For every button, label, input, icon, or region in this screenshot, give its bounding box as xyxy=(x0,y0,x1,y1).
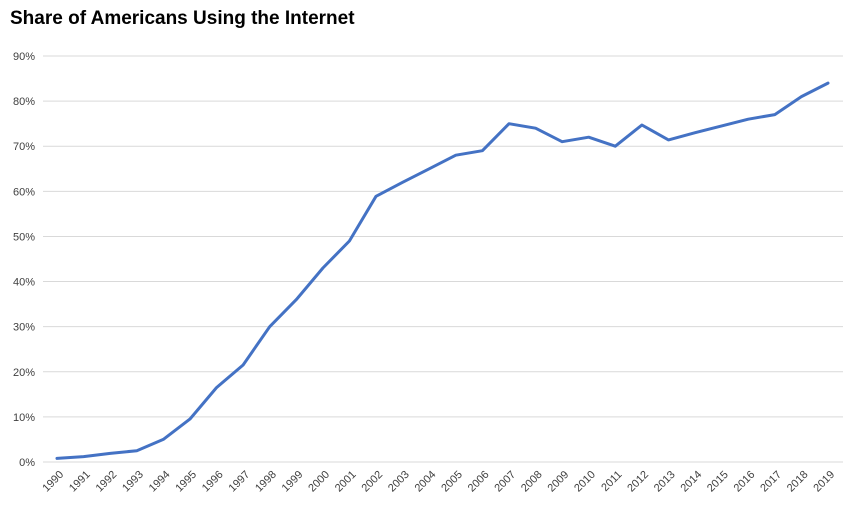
x-tick-label: 2014 xyxy=(678,469,704,495)
data-point xyxy=(613,144,617,148)
data-point xyxy=(135,449,139,453)
y-tick-label: 0% xyxy=(19,457,35,469)
data-point xyxy=(534,126,538,130)
x-tick-label: 1993 xyxy=(120,469,146,495)
gridlines xyxy=(43,55,843,463)
x-tick-label: 1995 xyxy=(173,469,199,495)
data-point xyxy=(401,180,405,184)
data-point xyxy=(294,298,298,302)
data-point xyxy=(108,451,112,455)
series-line-0 xyxy=(55,81,830,460)
x-tick-label: 2010 xyxy=(572,469,598,495)
x-tick-label: 2006 xyxy=(466,469,492,495)
x-tick-label: 1990 xyxy=(40,469,66,495)
x-tick-label: 2013 xyxy=(652,469,678,495)
x-tick-label: 2018 xyxy=(785,469,811,495)
data-point xyxy=(826,81,830,85)
y-tick-label: 50% xyxy=(13,231,35,243)
data-point xyxy=(454,153,458,157)
data-point xyxy=(374,194,378,198)
x-tick-label: 2015 xyxy=(705,469,731,495)
series-layer xyxy=(55,81,830,460)
y-tick-label: 30% xyxy=(13,322,35,334)
y-tick-label: 80% xyxy=(13,96,35,108)
x-tick-label: 1996 xyxy=(200,469,226,495)
data-point xyxy=(799,95,803,99)
x-tick-label: 2005 xyxy=(439,469,465,495)
data-point xyxy=(161,437,165,441)
data-point xyxy=(55,456,59,460)
x-axis-ticks: 1990 1991 1992 1993 1994 1995 1996 1997 1998 1999… xyxy=(40,469,837,495)
data-point xyxy=(640,123,644,127)
x-tick-label: 2017 xyxy=(758,469,784,495)
x-tick-label: 2001 xyxy=(333,469,359,495)
data-point xyxy=(321,266,325,270)
data-point xyxy=(666,138,670,142)
data-point xyxy=(82,455,86,459)
data-point xyxy=(188,417,192,421)
y-tick-label: 20% xyxy=(13,367,35,379)
y-tick-label: 70% xyxy=(13,141,35,153)
x-tick-label: 1997 xyxy=(227,469,253,495)
x-tick-label: 1992 xyxy=(94,469,120,495)
x-tick-label: 2003 xyxy=(386,469,412,495)
data-point xyxy=(427,167,431,171)
data-point xyxy=(268,325,272,329)
data-point xyxy=(241,363,245,367)
data-point xyxy=(746,117,750,121)
data-point xyxy=(347,239,351,243)
data-point xyxy=(720,124,724,128)
chart-title: Share of Americans Using the Internet xyxy=(10,8,355,29)
y-axis-ticks: 0% 10% 20% 30% 40% 50% 60% 70% 80% 90% xyxy=(13,51,35,469)
x-tick-label: 2000 xyxy=(306,469,332,495)
x-tick-label: 1998 xyxy=(253,469,279,495)
y-tick-label: 60% xyxy=(13,186,35,198)
data-point xyxy=(480,149,484,153)
x-tick-label: 2009 xyxy=(546,469,572,495)
data-point xyxy=(560,140,564,144)
x-tick-label: 1991 xyxy=(67,469,93,495)
data-point xyxy=(693,131,697,135)
y-tick-label: 90% xyxy=(13,51,35,63)
data-point xyxy=(215,386,219,390)
x-tick-label: 2007 xyxy=(492,469,518,495)
x-tick-label: 2016 xyxy=(732,469,758,495)
x-tick-label: 2002 xyxy=(359,469,385,495)
data-point xyxy=(507,122,511,126)
x-tick-label: 2011 xyxy=(599,469,624,494)
x-tick-label: 1994 xyxy=(147,469,173,495)
y-tick-label: 40% xyxy=(13,277,35,289)
x-tick-label: 2012 xyxy=(625,469,651,495)
y-tick-label: 10% xyxy=(13,412,35,424)
x-tick-label: 2019 xyxy=(811,469,837,495)
x-tick-label: 2008 xyxy=(519,469,545,495)
x-tick-label: 2004 xyxy=(413,469,439,495)
x-tick-label: 1999 xyxy=(280,469,306,495)
data-point xyxy=(587,135,591,139)
data-point xyxy=(773,113,777,117)
